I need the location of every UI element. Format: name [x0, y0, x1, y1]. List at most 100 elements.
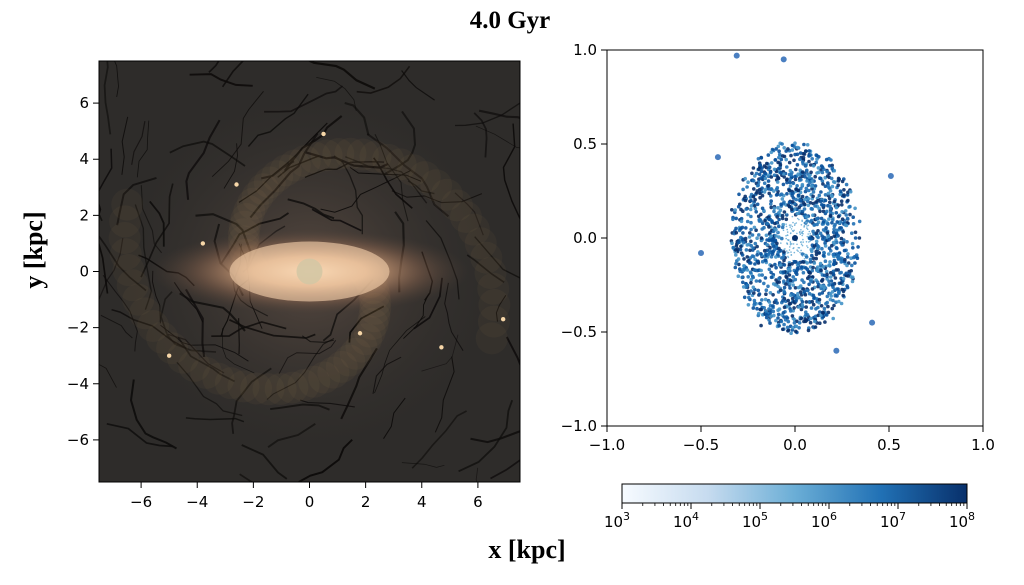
filament — [99, 212, 103, 222]
scatter-point — [800, 170, 805, 174]
scatter-point — [841, 230, 845, 234]
scatter-point — [774, 147, 778, 151]
scatter-point — [831, 282, 835, 287]
scatter-point — [768, 245, 772, 250]
filament — [528, 287, 537, 348]
scatter-point — [790, 228, 793, 230]
filament — [562, 262, 585, 315]
scatter-point — [765, 161, 769, 166]
scatter-point — [774, 318, 778, 323]
scatter-point — [854, 253, 859, 257]
scatter-point — [784, 282, 788, 286]
star-clump — [500, 317, 506, 322]
scatter-point — [825, 294, 830, 299]
spiral-arm-glow — [464, 227, 497, 260]
scatter-point — [747, 261, 752, 265]
scatter-point — [755, 236, 759, 240]
star-clump — [321, 131, 326, 137]
scatter-point — [783, 222, 785, 225]
scatter-point — [816, 313, 821, 318]
scatter-point — [773, 262, 777, 267]
filament — [106, 422, 173, 448]
scatter-point — [845, 193, 850, 197]
scatter-point — [792, 158, 796, 163]
scatter-point — [819, 304, 824, 308]
scatter-point — [751, 246, 755, 250]
filament — [333, 155, 363, 235]
scatter-point — [786, 252, 789, 254]
scatter-point — [770, 220, 774, 224]
x-tick-label: 2 — [361, 493, 371, 511]
scatter-point — [844, 271, 849, 276]
scatter-point — [820, 165, 825, 169]
scatter-point — [811, 201, 816, 206]
scatter-point — [742, 295, 747, 300]
scatter-point — [850, 241, 855, 246]
scatter-point — [731, 217, 735, 222]
scatter-point — [827, 263, 831, 268]
filament — [528, 292, 544, 409]
scatter-point — [834, 232, 839, 236]
scatter-point — [809, 163, 813, 167]
scatter-point — [808, 230, 811, 233]
scatter-point — [800, 229, 802, 231]
scatter-point — [781, 298, 785, 303]
scatter-point — [816, 305, 820, 310]
scatter-point — [851, 215, 855, 219]
scatter-point — [769, 254, 774, 259]
scatter-point — [790, 314, 795, 318]
filament — [99, 148, 113, 192]
scatter-point — [755, 259, 759, 264]
filament — [475, 467, 479, 482]
scatter-point — [817, 301, 821, 305]
scatter-point — [789, 232, 792, 235]
scatter-point — [826, 191, 831, 196]
scatter-point — [786, 243, 789, 245]
scatter-point — [807, 233, 809, 235]
spiral-arm-glow — [457, 213, 490, 246]
scatter-point — [850, 231, 854, 235]
scatter-point — [826, 181, 830, 185]
filament — [99, 363, 117, 388]
scatter-point — [793, 152, 797, 157]
spiral-arm-glow — [156, 332, 189, 365]
scatter-point — [788, 286, 792, 290]
spiral-arm-glow — [264, 372, 297, 405]
x-tick-label: 4 — [417, 493, 427, 511]
scatter-point — [786, 231, 789, 233]
scatter-point — [815, 171, 819, 175]
scatter-point — [775, 180, 780, 184]
scatter-point — [730, 208, 734, 212]
scatter-point — [791, 225, 794, 228]
scatter-point — [774, 244, 779, 249]
scatter-point — [736, 274, 741, 279]
scatter-point — [851, 255, 856, 260]
scatter-point — [821, 265, 826, 269]
scatter-point — [797, 246, 800, 249]
scatter-point — [810, 253, 814, 258]
scatter-point — [736, 257, 741, 261]
scatter-point — [838, 226, 842, 230]
scatter-point — [791, 243, 793, 245]
x-tick-label: −2 — [242, 493, 264, 511]
scatter-point — [786, 228, 788, 231]
scatter-point — [747, 295, 751, 300]
scatter-point — [768, 170, 773, 175]
scatter-point — [788, 177, 792, 182]
scatter-point — [853, 206, 857, 211]
scatter-point — [851, 246, 855, 250]
filament — [167, 333, 225, 374]
scatter-point — [802, 319, 806, 324]
scatter-point — [809, 306, 814, 310]
scatter-point — [753, 262, 757, 266]
scatter-point — [814, 239, 819, 244]
spiral-arm-glow — [236, 187, 269, 220]
filament — [237, 318, 240, 355]
scatter-point — [828, 189, 833, 193]
scatter-point — [837, 177, 841, 182]
filament — [356, 65, 411, 94]
filament — [160, 291, 217, 353]
filament — [189, 73, 253, 87]
scatter-point — [786, 147, 790, 151]
scatter-point — [767, 225, 771, 229]
